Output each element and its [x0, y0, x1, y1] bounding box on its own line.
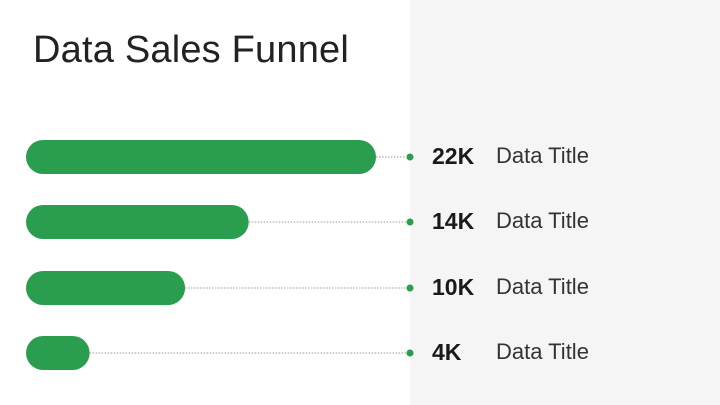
category-label-4: Data Title	[496, 339, 589, 364]
value-label-1: 22K	[432, 143, 475, 169]
funnel-bar-3	[26, 271, 186, 305]
funnel-bar-2	[26, 205, 249, 239]
category-label-2: Data Title	[496, 208, 589, 233]
bullet-dot-icon	[406, 153, 414, 161]
bullet-dot-icon	[406, 218, 414, 226]
value-label-3: 10K	[432, 274, 475, 300]
value-label-2: 14K	[432, 208, 475, 234]
category-label-1: Data Title	[496, 143, 589, 168]
funnel-bar-4	[26, 336, 90, 370]
page-title: Data Sales Funnel	[33, 29, 350, 71]
category-label-3: Data Title	[496, 274, 589, 299]
funnel-bar-1	[26, 140, 376, 174]
right-panel	[410, 0, 720, 405]
value-label-4: 4K	[432, 339, 462, 365]
bullet-dot-icon	[406, 284, 414, 292]
bullet-dot-icon	[406, 349, 414, 357]
